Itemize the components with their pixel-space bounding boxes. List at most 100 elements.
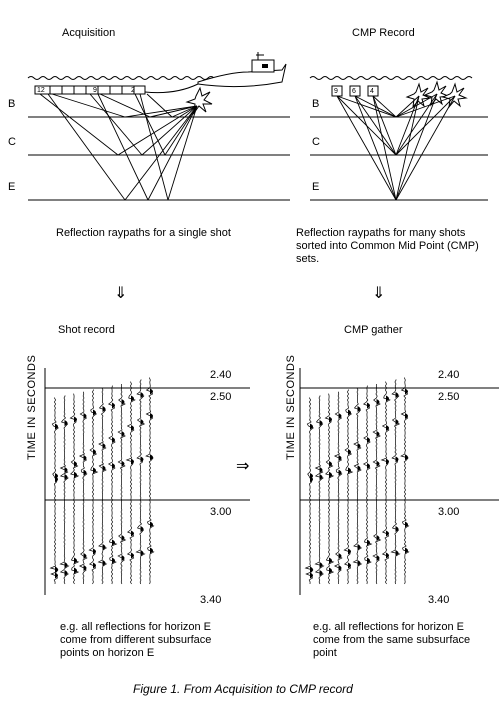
trace-peak <box>386 530 389 537</box>
tick-2-50-left: 2.50 <box>210 391 232 403</box>
trace-peak <box>64 467 68 473</box>
trace-peak <box>83 553 87 559</box>
trace-peak <box>102 560 106 566</box>
wiggle-trace <box>145 377 155 585</box>
trace-peak <box>376 535 380 541</box>
trace-peak <box>329 416 332 423</box>
trace-peak <box>386 458 389 465</box>
trace-peak <box>310 566 313 573</box>
trace-peak <box>121 555 125 561</box>
trace-peak <box>395 392 399 398</box>
trace-peak <box>112 539 115 546</box>
down-arrow-right: ⇓ <box>372 283 386 302</box>
trace-peak <box>348 548 351 555</box>
shot-record-title: Shot record <box>58 324 115 336</box>
trace-peak <box>150 547 153 554</box>
axis-label-left: TIME IN SECONDS <box>26 354 38 460</box>
wiggle-trace <box>135 379 146 585</box>
wiggle-trace <box>69 393 80 585</box>
trace-peak <box>74 567 77 574</box>
tick-2-40-right: 2.40 <box>438 369 460 381</box>
trace-peak <box>150 521 153 528</box>
wiggle-trace <box>362 385 373 585</box>
trace-peak <box>93 562 96 569</box>
trace-peak <box>376 431 380 437</box>
trace-peak <box>140 550 144 556</box>
trace-peak <box>338 469 342 476</box>
trace-peak <box>319 562 323 568</box>
receiver-label: 9 <box>93 87 97 94</box>
trace-peak <box>64 420 68 426</box>
trace-peak <box>112 463 115 469</box>
sea-surface-right <box>309 76 473 80</box>
wiggle-trace <box>343 389 354 585</box>
cmp-gather-caption: e.g. all reflections for horizon E come … <box>313 621 471 659</box>
trace-peak <box>357 560 361 566</box>
trace-peak <box>405 454 408 461</box>
wiggle-trace <box>107 385 118 585</box>
trace-peak <box>367 463 370 469</box>
trace-peak <box>310 423 313 430</box>
trace-peak <box>131 458 134 465</box>
right-arrow: ⇒ <box>236 456 250 475</box>
trace-peak <box>140 456 144 463</box>
axis-label-right: TIME IN SECONDS <box>285 354 297 460</box>
trace-peak <box>329 567 332 574</box>
horizon-label-b: B <box>8 98 16 110</box>
horizon-label-c: C <box>8 136 16 148</box>
receiver-label: 2 <box>131 87 135 94</box>
receiver-label: 12 <box>37 87 45 94</box>
wiggle-trace <box>380 381 391 585</box>
trace-peak <box>376 555 380 561</box>
trace-peak <box>83 455 87 461</box>
receiver-label: 9 <box>334 88 338 95</box>
receiver-label: 4 <box>370 88 374 95</box>
trace-peak <box>150 388 153 395</box>
tick-3-40-right: 3.40 <box>428 594 450 606</box>
trace-peak <box>83 413 87 419</box>
trace-peak <box>93 548 96 555</box>
trace-peak <box>395 419 399 425</box>
trace-peak <box>405 547 408 554</box>
wiggle-trace <box>324 393 335 585</box>
cmp-horizon-label-c: C <box>312 136 320 148</box>
wiggle-trace <box>400 377 410 585</box>
trace-peak <box>395 456 399 463</box>
trace-peak <box>64 570 68 576</box>
trace-peak <box>367 437 370 443</box>
trace-peak <box>357 406 361 412</box>
trace-peak <box>140 392 144 398</box>
wiggle-trace <box>97 387 108 585</box>
trace-peak <box>357 443 361 449</box>
trace-peak <box>131 425 134 431</box>
trace-peak <box>131 552 134 559</box>
trace-peak <box>55 423 58 430</box>
trace-peak <box>93 409 96 416</box>
tick-3-00-right: 3.00 <box>438 506 460 518</box>
trace-peak <box>74 557 77 564</box>
acquisition-caption: Reflection raypaths for a single shot <box>56 227 231 239</box>
trace-peak <box>348 467 351 474</box>
trace-peak <box>405 413 408 419</box>
trace-peak <box>386 395 389 402</box>
wiggle-trace <box>390 379 401 585</box>
cmp-record-title: CMP Record <box>352 27 415 39</box>
trace-peak <box>102 406 106 412</box>
trace-peak <box>74 416 77 423</box>
trace-peak <box>367 402 370 409</box>
trace-peak <box>319 570 323 576</box>
receiver-label: 6 <box>352 88 356 95</box>
single-shot-raypaths <box>39 93 198 201</box>
trace-peak <box>319 474 323 480</box>
cmp-gather-title: CMP gather <box>344 324 403 336</box>
trace-peak <box>121 431 125 437</box>
wiggle-trace <box>59 395 70 585</box>
trace-peak <box>112 557 115 564</box>
trace-peak <box>395 526 399 532</box>
trace-peak <box>367 539 370 546</box>
trace-peak <box>329 461 332 467</box>
trace-peak <box>93 467 96 474</box>
down-arrow-left: ⇓ <box>114 283 128 302</box>
